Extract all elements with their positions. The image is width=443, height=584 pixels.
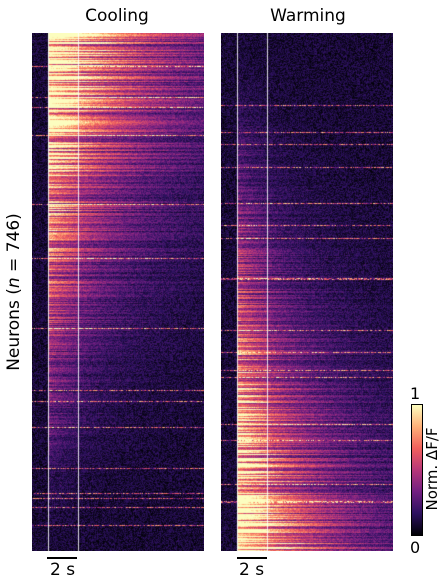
scalebar-warming — [237, 557, 267, 559]
y-axis-label: Neurons (n = 746) — [4, 213, 24, 371]
scalebar-cooling — [47, 557, 77, 559]
y-axis-label-suffix: = 746) — [4, 213, 24, 278]
colorbar-label: Norm. ΔF/F — [423, 427, 441, 511]
colorbar-min-label: 0 — [410, 538, 421, 557]
heatmap-cooling — [32, 33, 204, 551]
panel-title-cooling: Cooling — [85, 6, 149, 26]
colorbar — [411, 404, 423, 536]
panel-title-warming: Warming — [270, 6, 346, 26]
colorbar-max-label: 1 — [410, 384, 421, 403]
y-axis-label-prefix: Neurons ( — [4, 288, 24, 371]
scalebar-label-warming: 2 s — [239, 560, 265, 580]
scalebar-label-cooling: 2 s — [50, 560, 76, 580]
heatmap-warming — [221, 33, 393, 551]
y-axis-label-var: n — [4, 277, 24, 289]
